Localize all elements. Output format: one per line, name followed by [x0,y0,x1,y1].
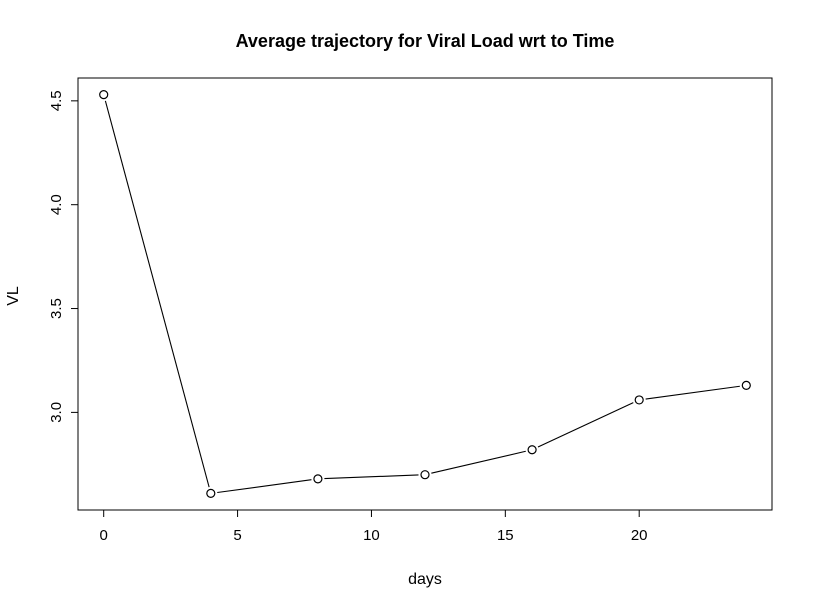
y-tick-label: 4.0 [48,194,65,215]
data-point [99,90,109,100]
data-point [741,380,751,390]
y-tick-label: 3.0 [48,402,65,423]
y-tick-label: 4.5 [48,90,65,111]
series-line-segment [104,100,210,488]
x-tick-label: 20 [631,527,648,544]
data-point [313,474,323,484]
y-axis-label: VL [5,286,22,306]
series-line-segment [324,474,419,480]
x-tick-label: 5 [233,527,241,544]
x-tick-label: 0 [100,527,108,544]
series-line-segment [537,402,634,448]
series [99,90,751,498]
data-point [527,445,537,455]
y-tick-label: 3.5 [48,298,65,319]
series-line-segment [431,450,526,474]
data-point [634,395,644,405]
data-point [206,488,216,498]
x-axis-label: days [408,571,442,588]
series-line-segment [217,479,312,494]
y-axis: 3.0 3.5 4.0 4.5 [48,90,79,423]
data-point [420,470,430,480]
chart-title: Average trajectory for Viral Load wrt to… [236,31,615,51]
series-line-segment [645,385,740,400]
x-tick-label: 15 [497,527,514,544]
plot-frame [77,77,773,511]
x-axis: 0 5 10 15 20 [100,509,648,544]
x-tick-label: 10 [363,527,380,544]
